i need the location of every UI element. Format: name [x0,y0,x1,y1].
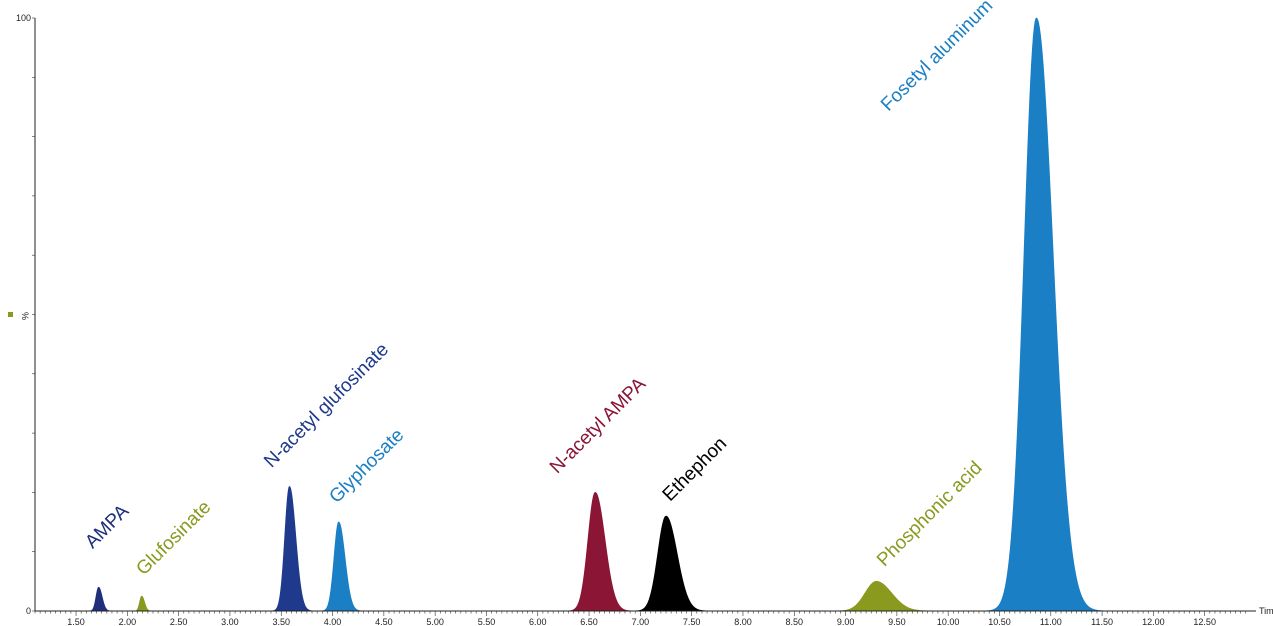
x-tick-label: 2.00 [119,617,137,626]
x-tick-label: 7.00 [632,617,650,626]
x-tick-label: 7.50 [683,617,701,626]
x-tick-label: 1.50 [67,617,85,626]
legend-marker [8,312,13,317]
peak-glufosinate [131,595,156,612]
peak-glyphosate [315,521,369,612]
peak-n-acetyl-glufosinate [266,486,320,612]
peak-label-glufosinate: Glufosinate [132,497,215,580]
peaks-layer [85,17,1117,612]
peak-label-fosetyl-aluminum: Fosetyl aluminum [877,0,997,116]
peak-phosphonic-acid [819,580,950,612]
x-tick-label: 8.00 [734,617,752,626]
x-ticks: 1.50 2.00 2.50 3.00 3.50 4.00 4.50 5.00 5.50 6.00… [34,611,1247,626]
x-tick-label: 2.50 [170,617,188,626]
x-tick-label: 6.50 [580,617,598,626]
peak-label-n-acetyl-ampa: N-acetyl AMPA [546,374,650,478]
x-tick-label: 9.50 [888,617,906,626]
peak-label-glyphosate: Glyphosate [325,425,408,508]
peak-label-ampa: AMPA [81,501,133,553]
y-tick-label: 100 [16,13,31,23]
x-tick-label: 5.00 [426,617,444,626]
y-axis-label: % [20,312,30,320]
x-tick-label: 6.00 [529,617,547,626]
y-tick-label: 0 [26,606,31,616]
peak-n-acetyl-ampa [559,492,642,612]
peak-label-ethephon: Ethephon [659,433,731,505]
x-tick-label: 11.00 [1040,617,1062,626]
x-tick-label: 12.50 [1193,617,1216,626]
peak-label-phosphonic-acid: Phosphonic acid [873,457,986,570]
x-tick-label: 3.00 [221,617,239,626]
x-axis-label: Tim [1259,606,1273,616]
x-tick-label: 3.50 [272,617,290,626]
x-tick-label: 4.00 [324,617,342,626]
x-tick-label: 12.00 [1142,617,1165,626]
x-tick-label: 5.50 [478,617,496,626]
x-tick-label: 8.50 [786,617,804,626]
x-tick-label: 4.50 [375,617,393,626]
x-tick-label: 9.00 [837,617,855,626]
peak-ampa [85,586,116,612]
x-tick-label: 10.50 [988,617,1011,626]
peak-ethephon [624,515,720,612]
y-ticks: 0 100 [16,13,35,616]
peak-fosetyl-aluminum [974,17,1117,612]
x-tick-label: 11.50 [1091,617,1113,626]
x-tick-label: 10.00 [937,617,960,626]
